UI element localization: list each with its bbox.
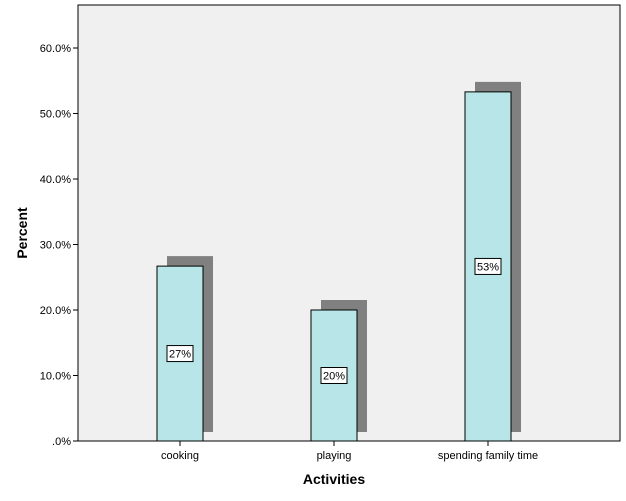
y-axis: .0% 10.0% 20.0% 30.0% 40.0% 50.0% 60.0% <box>40 43 78 448</box>
data-label-box <box>166 345 194 363</box>
y-axis-title: Percent <box>14 207 30 259</box>
x-axis-title: Activities <box>303 471 365 487</box>
x-tick-label: spending family time <box>438 450 538 462</box>
x-tick-label: playing <box>317 450 352 462</box>
data-label: 27% <box>169 349 191 361</box>
x-tick-label: cooking <box>161 450 199 462</box>
bars-group: 27% 20% 53% <box>156 81 521 442</box>
y-tick-label: 50.0% <box>40 109 71 121</box>
data-label: 53% <box>477 261 499 273</box>
y-tick-label: 30.0% <box>40 240 71 252</box>
y-tick-label: 60.0% <box>40 43 71 55</box>
data-label-box <box>320 367 348 384</box>
y-tick-label: .0% <box>52 436 71 448</box>
data-label: 20% <box>323 371 345 383</box>
y-tick-label: 10.0% <box>40 371 71 383</box>
y-tick-label: 20.0% <box>40 305 71 317</box>
data-label-box <box>474 257 502 275</box>
x-axis: cooking playing spending family time <box>161 441 538 462</box>
y-tick-label: 40.0% <box>40 174 71 186</box>
